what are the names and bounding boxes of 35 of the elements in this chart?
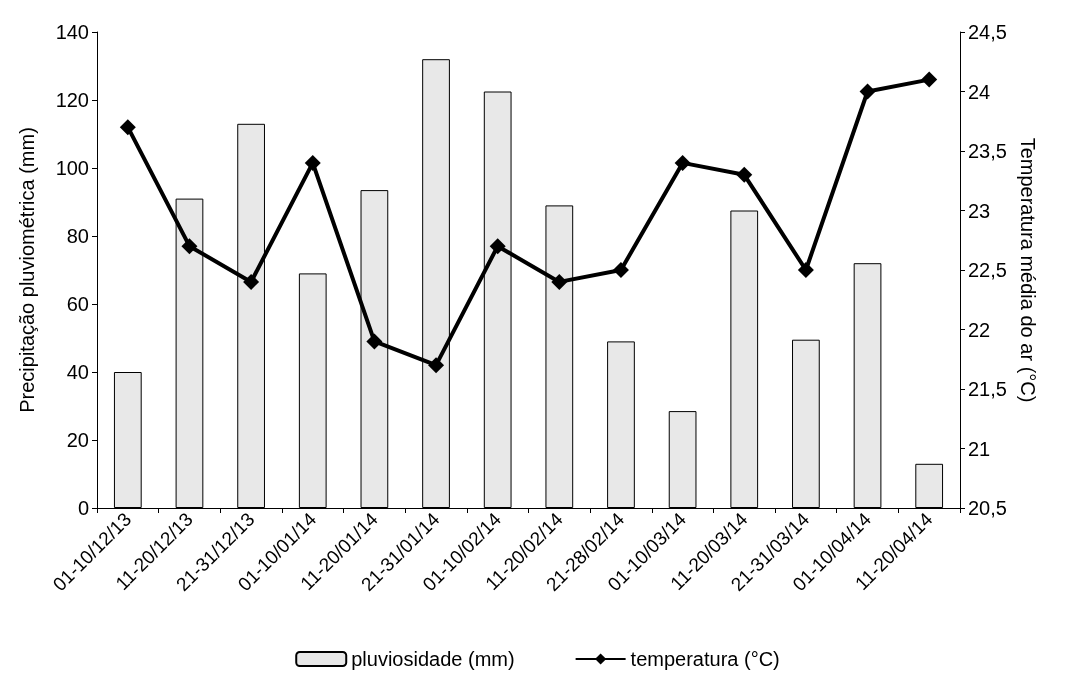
point [489, 238, 506, 255]
point [243, 273, 260, 290]
point [181, 238, 198, 255]
y2-tick-label: 22,5 [968, 259, 1007, 281]
point [119, 119, 136, 136]
point [674, 154, 691, 171]
point [366, 333, 383, 350]
point [612, 262, 629, 278]
y2-tick-label: 23,5 [968, 140, 1007, 162]
y-axis-title: Precipitação pluviométrica (mm) [16, 127, 38, 413]
y-tick-label: 120 [55, 89, 89, 111]
y2-axis-title: Temperatura média do ar (°C) [1017, 137, 1039, 403]
point [736, 166, 753, 183]
point [551, 273, 568, 290]
y2-tick-label: 22 [968, 318, 991, 341]
legend-label: pluviosidade (mm) [351, 648, 515, 670]
y-tick-label: 40 [66, 361, 89, 383]
y-tick-label: 0 [77, 497, 89, 519]
y2-tick-label: 24 [968, 80, 991, 103]
y-tick-label: 140 [55, 21, 89, 43]
y-tick-label: 100 [55, 157, 89, 179]
legend-label: temperatura (°C) [630, 648, 780, 670]
y2-tick-label: 23 [968, 199, 991, 222]
point [428, 357, 445, 374]
point [797, 262, 814, 278]
y-tick-label: 60 [66, 293, 89, 315]
point [921, 71, 938, 88]
y-tick-label: 80 [66, 225, 89, 247]
y2-tick-label: 21 [968, 437, 991, 460]
y2-tick-label: 20,5 [968, 497, 1007, 519]
point [859, 83, 876, 100]
y2-tick-label: 24,5 [968, 21, 1007, 43]
y-tick-label: 20 [66, 429, 89, 451]
point [304, 154, 321, 171]
y2-tick-label: 21,5 [968, 378, 1007, 400]
